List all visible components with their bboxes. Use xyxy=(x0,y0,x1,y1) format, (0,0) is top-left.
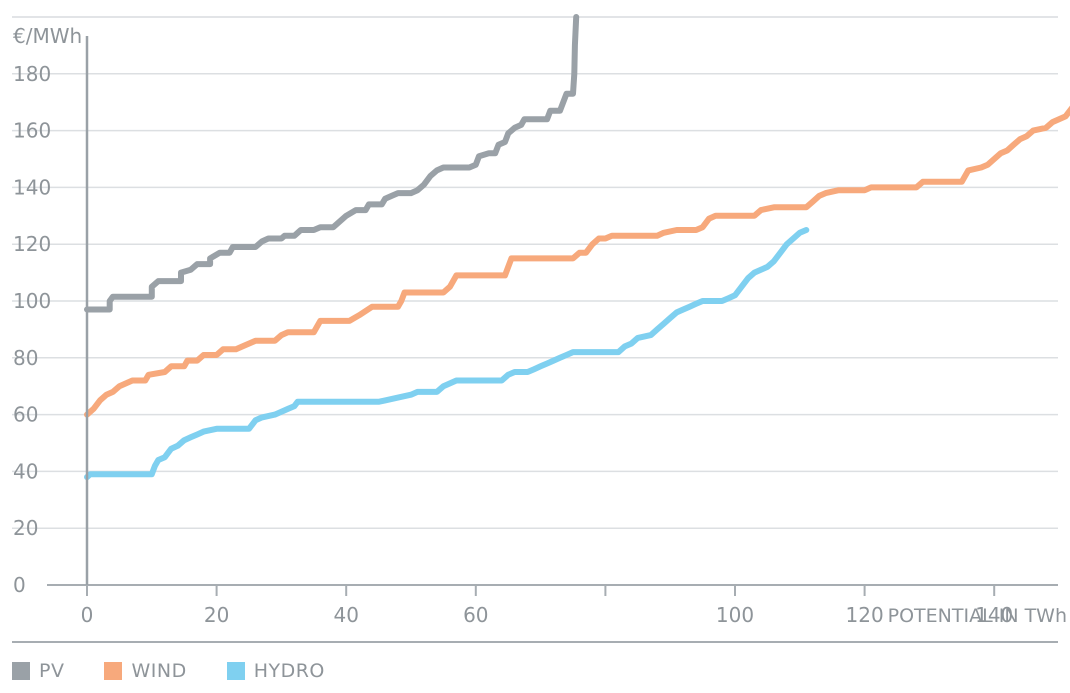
series-line-hydro xyxy=(84,227,810,481)
legend-swatch xyxy=(226,662,245,680)
x-tick-label: 40 xyxy=(333,603,358,627)
axis-layer xyxy=(12,584,1058,643)
y-axis-label: €/MWh xyxy=(13,24,82,48)
y-tick-label: 160 xyxy=(13,119,51,143)
legend-label: HYDRO xyxy=(253,660,325,682)
legend-label: WIND xyxy=(131,660,187,682)
legend: PV WIND HYDRO xyxy=(12,659,365,683)
y-tick-label: 100 xyxy=(13,289,51,313)
y-tick-label: 60 xyxy=(13,403,38,427)
y-tick-label: 140 xyxy=(13,175,51,199)
y-tick-label: 20 xyxy=(13,516,38,540)
y-tick-label: 180 xyxy=(13,62,51,86)
series-layer xyxy=(84,14,1070,585)
y-tick-label: 40 xyxy=(13,459,38,483)
legend-item-hydro: HYDRO xyxy=(226,660,325,682)
series-line-wind xyxy=(84,105,1070,418)
legend-item-pv: PV xyxy=(12,660,64,682)
grid-layer xyxy=(12,16,1058,529)
y-tick-label: 80 xyxy=(13,346,38,370)
series-line-pv xyxy=(84,14,580,313)
x-tick-label: 20 xyxy=(204,603,229,627)
legend-item-wind: WIND xyxy=(104,660,186,682)
y-tick-label: 0 xyxy=(13,573,26,597)
legend-label: PV xyxy=(39,660,65,682)
y-tick-label: 120 xyxy=(13,232,51,256)
x-tick-label: 60 xyxy=(463,603,488,627)
legend-swatch xyxy=(104,662,123,680)
x-axis-label: POTENTIAL IN TWh xyxy=(888,605,1067,627)
label-layer: 0 20 40 60 80 100 120 140 160 180 €/MWh 0 20 40 60 100 1… xyxy=(13,24,1067,627)
x-tick-label: 140 xyxy=(975,603,1013,627)
x-tick-label: 120 xyxy=(846,603,884,627)
x-tick-label: 100 xyxy=(716,603,754,627)
legend-swatch xyxy=(12,662,30,680)
x-tick-label: 0 xyxy=(81,603,94,627)
